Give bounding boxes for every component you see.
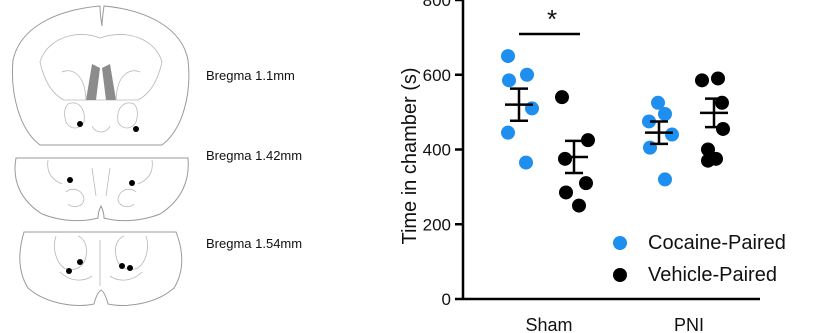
data-point (572, 199, 586, 213)
section-1-label: Bregma 1.1mm (206, 68, 295, 83)
data-point (579, 176, 593, 190)
legend-label: Cocaine-Paired (648, 232, 786, 254)
legend-label: Vehicle-Paired (648, 264, 777, 286)
brain-section-2-diagram (15, 158, 188, 221)
data-point (581, 133, 595, 147)
section-2-label: Bregma 1.42mm (206, 148, 302, 163)
y-axis: 0 200 400 600 800 (423, 0, 463, 309)
data-point (711, 71, 725, 85)
chart-marks (501, 49, 730, 213)
data-point (665, 128, 679, 142)
x-category-label: Sham (525, 315, 572, 333)
x-axis: Sham PNI (463, 299, 760, 333)
data-point (555, 90, 569, 104)
x-category-label: PNI (674, 315, 704, 333)
y-tick-label: 600 (423, 66, 451, 85)
brain-section-1-diagram (12, 6, 188, 145)
legend: Cocaine-Paired Vehicle-Paired (613, 232, 786, 286)
data-point (558, 152, 572, 166)
data-point (502, 73, 516, 87)
data-point (501, 126, 515, 140)
data-point (658, 107, 672, 121)
data-point (716, 122, 730, 136)
significance-annotation: * (519, 4, 580, 34)
data-point (520, 68, 534, 82)
y-tick-label: 400 (423, 141, 451, 160)
atlas-panel: Bregma 1.1mm Bregma 1.42mm Bregma 1.54mm (12, 6, 302, 305)
chart: Time in chamber (s) 0 200 400 600 800 Sham PN… (399, 0, 786, 333)
y-tick-label: 200 (423, 215, 451, 234)
y-tick-label: 0 (442, 290, 451, 309)
y-tick-label: 800 (423, 0, 451, 10)
brain-section-3-diagram (20, 232, 182, 305)
data-point (519, 156, 533, 170)
legend-marker (613, 236, 627, 250)
section-3-label: Bregma 1.54mm (206, 236, 302, 251)
data-point (501, 49, 515, 63)
data-point (701, 154, 715, 168)
data-point (658, 172, 672, 186)
y-axis-label: Time in chamber (s) (399, 67, 421, 244)
data-point (695, 73, 709, 87)
significance-star: * (547, 4, 557, 34)
legend-marker (613, 268, 627, 282)
data-point (559, 185, 573, 199)
